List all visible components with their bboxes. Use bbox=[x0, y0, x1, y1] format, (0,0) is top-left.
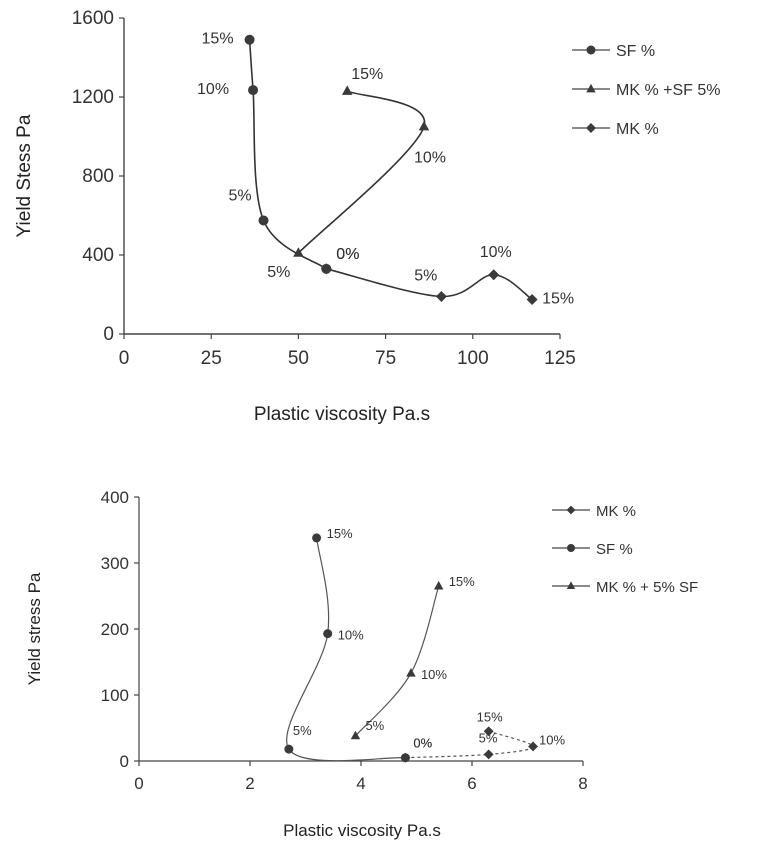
x-tick-label: 50 bbox=[288, 348, 309, 369]
y-axis-label-top: Yield Stess Pa bbox=[14, 114, 35, 237]
legend-marker bbox=[566, 581, 576, 589]
data-point bbox=[284, 744, 294, 754]
series-line bbox=[248, 39, 327, 270]
data-point bbox=[400, 753, 410, 763]
data-point bbox=[435, 290, 447, 302]
y-tick-label: 1600 bbox=[72, 8, 114, 29]
y-tick-label: 0 bbox=[103, 324, 114, 345]
data-point bbox=[341, 85, 353, 95]
legend-marker bbox=[586, 45, 596, 55]
legend-label: SF % bbox=[596, 541, 633, 558]
data-label: 15% bbox=[202, 31, 234, 48]
data-label: 5% bbox=[365, 718, 384, 733]
x-tick-label: 100 bbox=[457, 348, 489, 369]
data-point bbox=[483, 749, 494, 760]
y-tick-label: 300 bbox=[101, 554, 129, 573]
data-label: 15% bbox=[449, 574, 475, 589]
series-line bbox=[326, 268, 533, 301]
data-point bbox=[248, 85, 259, 96]
legend-label: MK % bbox=[596, 503, 636, 520]
data-point bbox=[320, 263, 332, 275]
series-line bbox=[355, 585, 440, 737]
x-tick-label: 4 bbox=[356, 774, 365, 793]
x-tick-label: 125 bbox=[544, 348, 576, 369]
legend-marker bbox=[566, 505, 576, 515]
x-tick-label: 0 bbox=[119, 348, 130, 369]
legend-marker bbox=[586, 83, 596, 93]
x-tick-label: 2 bbox=[245, 774, 254, 793]
legend-label: MK % + 5% SF bbox=[596, 579, 698, 596]
data-label: 10% bbox=[480, 244, 512, 261]
y-tick-label: 1200 bbox=[72, 87, 114, 108]
data-point bbox=[528, 741, 538, 752]
x-tick-label: 25 bbox=[201, 348, 222, 369]
series-line bbox=[286, 537, 406, 762]
data-label: 10% bbox=[338, 628, 364, 643]
data-label: 5% bbox=[293, 723, 312, 738]
data-point bbox=[244, 34, 255, 45]
data-point bbox=[526, 293, 538, 305]
series-line bbox=[297, 90, 426, 254]
data-label: 15% bbox=[542, 290, 574, 307]
data-label: 5% bbox=[267, 264, 290, 281]
data-point bbox=[488, 269, 500, 281]
data-point bbox=[323, 629, 333, 639]
data-label: 0% bbox=[336, 246, 359, 263]
data-label: 0% bbox=[413, 736, 432, 751]
y-axis-label-bottom: Yield stress Pa bbox=[25, 572, 44, 685]
y-tick-label: 400 bbox=[101, 488, 129, 507]
y-tick-label: 0 bbox=[120, 752, 129, 771]
data-label: 5% bbox=[229, 187, 252, 204]
x-axis-label-top: Plastic viscosity Pa.s bbox=[254, 404, 430, 425]
data-point bbox=[418, 120, 430, 131]
legend-marker bbox=[586, 123, 596, 133]
legend-label: SF % bbox=[616, 43, 655, 60]
data-label: 0% bbox=[413, 736, 432, 751]
data-label: 10% bbox=[539, 732, 565, 747]
data-label: 10% bbox=[197, 81, 229, 98]
legend-marker bbox=[567, 544, 575, 552]
data-label: 0% bbox=[336, 246, 359, 263]
data-label: 10% bbox=[414, 150, 446, 167]
data-point bbox=[258, 215, 269, 226]
data-label: 5% bbox=[479, 730, 498, 745]
legend-label: MK % bbox=[616, 121, 659, 138]
chart-top: 0 25 50 75 100 125 0 400 800 1200 1600 0% 5% 10% 15% 5… bbox=[14, 8, 720, 425]
x-tick-label: 0 bbox=[134, 774, 143, 793]
data-point bbox=[350, 730, 361, 740]
data-point bbox=[293, 247, 304, 257]
y-tick-label: 200 bbox=[101, 620, 129, 639]
y-tick-label: 400 bbox=[82, 245, 114, 266]
x-axis-label-bottom: Plastic viscosity Pa.s bbox=[283, 821, 441, 840]
x-tick-label: 8 bbox=[578, 774, 587, 793]
data-label: 15% bbox=[477, 709, 503, 724]
legend-top: SF % MK % +SF 5% MK % bbox=[572, 43, 720, 138]
y-tick-label: 800 bbox=[82, 166, 114, 187]
data-point bbox=[433, 580, 444, 590]
legend-bottom: MK % SF % MK % + 5% SF bbox=[552, 503, 698, 596]
x-tick-label: 6 bbox=[467, 774, 476, 793]
data-point bbox=[312, 533, 322, 543]
y-tick-label: 100 bbox=[101, 686, 129, 705]
data-point bbox=[483, 726, 494, 737]
series-line bbox=[405, 730, 534, 759]
data-point bbox=[406, 668, 416, 677]
legend-label: MK % +SF 5% bbox=[616, 82, 720, 99]
data-label: 5% bbox=[414, 267, 437, 284]
data-label: 10% bbox=[421, 667, 447, 682]
data-label: 15% bbox=[327, 526, 353, 541]
x-tick-label: 75 bbox=[375, 348, 396, 369]
data-label: 15% bbox=[351, 66, 383, 83]
